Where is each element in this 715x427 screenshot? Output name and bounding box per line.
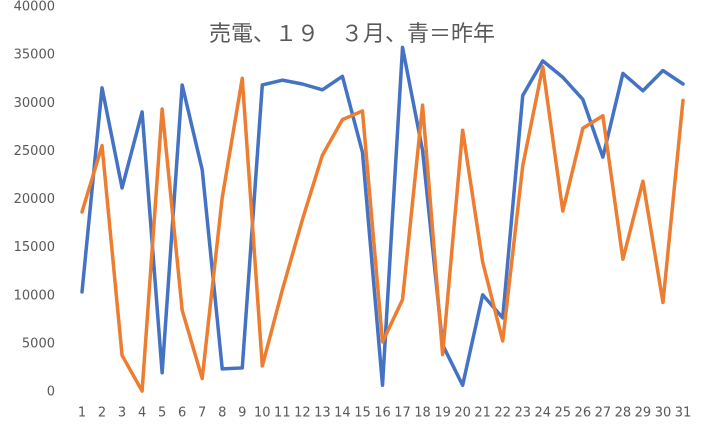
x-tick-label: 23: [514, 406, 531, 421]
x-tick-label: 14: [334, 406, 351, 421]
x-tick-label: 10: [254, 406, 271, 421]
y-tick-label: 5000: [22, 336, 55, 351]
x-tick-label: 12: [294, 406, 311, 421]
x-tick-label: 27: [595, 406, 612, 421]
x-tick-label: 9: [238, 406, 246, 421]
x-tick-label: 29: [635, 406, 652, 421]
x-tick-label: 13: [314, 406, 331, 421]
x-tick-label: 28: [615, 406, 632, 421]
x-tick-label: 7: [198, 406, 206, 421]
x-tick-label: 31: [675, 406, 692, 421]
y-tick-label: 30000: [14, 96, 55, 111]
x-tick-label: 3: [118, 406, 126, 421]
series-line: [80, 45, 685, 388]
x-tick-label: 16: [374, 406, 391, 421]
x-tick-label: 5: [158, 406, 166, 421]
x-tick-label: 6: [178, 406, 186, 421]
x-tick-label: 15: [354, 406, 371, 421]
x-tick-label: 22: [494, 406, 511, 421]
x-tick-label: 24: [534, 406, 551, 421]
x-tick-label: 1: [78, 406, 86, 421]
y-tick-label: 0: [47, 385, 55, 400]
y-tick-label: 25000: [14, 144, 55, 159]
x-tick-label: 17: [394, 406, 411, 421]
x-tick-label: 8: [218, 406, 226, 421]
y-tick-label: 20000: [14, 192, 55, 207]
y-tick-label: 35000: [14, 48, 55, 63]
x-tick-label: 11: [274, 406, 291, 421]
y-tick-label: 10000: [14, 288, 55, 303]
x-tick-label: 19: [434, 406, 451, 421]
x-tick-label: 21: [474, 406, 491, 421]
x-tick-label: 2: [98, 406, 106, 421]
x-tick-label: 30: [655, 406, 672, 421]
y-tick-label: 40000: [14, 0, 55, 15]
x-tick-label: 25: [555, 406, 572, 421]
series-line: [80, 64, 685, 393]
x-tick-label: 20: [454, 406, 471, 421]
y-tick-label: 15000: [14, 240, 55, 255]
x-tick-label: 18: [414, 406, 431, 421]
chart-title: 売電、１９ ３月、青＝昨年: [209, 22, 495, 47]
x-tick-label: 26: [575, 406, 592, 421]
x-tick-label: 4: [138, 406, 146, 421]
